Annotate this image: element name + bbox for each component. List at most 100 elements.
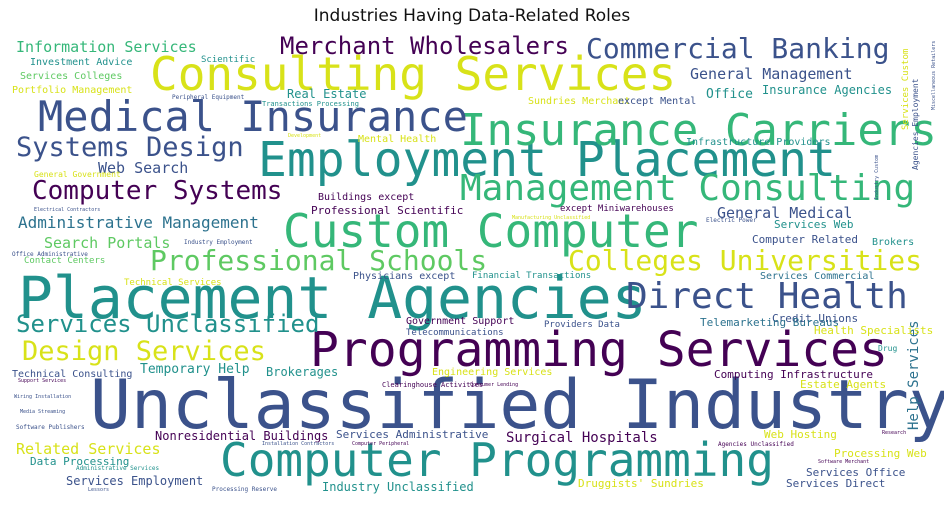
word-except-miniwarehouses: except Miniwarehouses bbox=[560, 204, 674, 214]
word-direct-health: Direct Health bbox=[626, 276, 908, 317]
word-administrative-services: Administrative Services bbox=[76, 465, 159, 472]
word-processing-reserve: Processing Reserve bbox=[212, 486, 277, 493]
word-telemarketing-bureaus: Telemarketing Bureaus bbox=[700, 316, 839, 329]
word-credit-unions: Credit Unions bbox=[772, 312, 858, 325]
word-government-support: Government Support bbox=[406, 316, 514, 327]
word-installation-contractors: Installation Contractors bbox=[262, 441, 334, 447]
word-media-streaming: Media Streaming bbox=[20, 409, 65, 415]
word-mental-health: Mental Health bbox=[358, 134, 436, 145]
word-web-search: Web Search bbox=[98, 159, 188, 177]
word-general-management: General Management bbox=[690, 65, 853, 83]
word-computing-infrastructure: Computing Infrastructure bbox=[714, 368, 873, 381]
word-employment-placement: Employment Placement bbox=[258, 132, 836, 188]
word-processing-web: Processing Web bbox=[834, 447, 927, 460]
word-development: Development bbox=[288, 133, 321, 139]
word-consulting-services: Consulting Services bbox=[150, 47, 676, 101]
word-portfolio-management: Portfolio Management bbox=[12, 85, 132, 96]
word-clearinghouse-activities: Clearinghouse Activities bbox=[382, 381, 483, 389]
word-providers-data: Providers Data bbox=[544, 320, 620, 330]
word-industry-unclassified: Industry Unclassified bbox=[322, 480, 474, 494]
word-infrastructure-providers: Infrastructure Providers bbox=[686, 137, 831, 148]
word-technical-services: Technical Services bbox=[124, 278, 222, 288]
word-buildings-except: Buildings except bbox=[318, 192, 414, 203]
word-placement-agencies: Placement Agencies bbox=[18, 264, 647, 332]
word-information-services: Information Services bbox=[16, 38, 197, 56]
word-drug: Drug bbox=[878, 344, 897, 353]
word-help-services: Help Services bbox=[906, 320, 922, 430]
word-web-hosting: Web Hosting bbox=[764, 428, 837, 441]
word-related-services: Related Services bbox=[16, 440, 161, 458]
word-administrative-management: Administrative Management bbox=[18, 213, 259, 232]
word-technical-consulting: Technical Consulting bbox=[12, 369, 132, 380]
word-surgical-hospitals: Surgical Hospitals bbox=[506, 430, 658, 446]
word-sundries-merchant: Sundries Merchant bbox=[528, 96, 630, 107]
word-research: Research bbox=[882, 430, 906, 436]
word-services-office: Services Office bbox=[806, 466, 905, 479]
word-management-consulting: Management Consulting bbox=[460, 168, 915, 209]
word-insurance-agencies: Insurance Agencies bbox=[762, 83, 892, 97]
word-insurance-carriers: Insurance Carriers bbox=[460, 105, 937, 156]
word-brokers: Brokers bbox=[872, 237, 914, 248]
word-nonresidential-buildings: Nonresidential Buildings bbox=[155, 429, 328, 443]
word-industry-employment: Industry Employment bbox=[184, 239, 253, 246]
word-programming-services: Programming Services bbox=[310, 322, 888, 378]
word-services-administrative: Services Administrative bbox=[336, 428, 488, 441]
word-office-administrative: Office Administrative bbox=[12, 251, 88, 258]
word-electrical-contractors: Electrical Contractors bbox=[34, 207, 100, 213]
word-professional-scientific: Professional Scientific bbox=[311, 204, 463, 217]
word-colleges-universities: Colleges Universities bbox=[568, 244, 922, 277]
word-real-estate: Real Estate bbox=[287, 87, 366, 101]
word-consumer-lending: Consumer Lending bbox=[470, 382, 518, 388]
word-electric-power: Electric Power bbox=[706, 217, 757, 224]
word-brokerages: Brokerages bbox=[266, 365, 338, 379]
word-services-colleges: Services Colleges bbox=[20, 71, 122, 82]
word-design-services: Design Services bbox=[22, 336, 266, 367]
word-scientific: Scientific bbox=[201, 55, 255, 65]
word-temporary-help: Temporary Help bbox=[140, 362, 250, 377]
word-peripheral-equipment: Peripheral Equipment bbox=[172, 94, 245, 101]
word-professional-schools: Professional Schools bbox=[150, 244, 487, 277]
word-software-merchant: Software Merchant bbox=[818, 459, 869, 465]
word-engineering-services: Engineering Services bbox=[432, 367, 552, 378]
word-support-services: Support Services bbox=[18, 378, 66, 384]
word-computer-peripheral: Computer Peripheral bbox=[352, 441, 409, 447]
word-health-specialists: Health Specialists bbox=[814, 324, 933, 337]
word-contact-centers: Contact Centers bbox=[24, 256, 105, 266]
word-services-custom: Services Custom bbox=[901, 49, 911, 130]
word-data-processing: Data Processing bbox=[30, 455, 129, 468]
word-medical-insurance: Medical Insurance bbox=[38, 92, 468, 141]
word-lessors: Lessors bbox=[88, 487, 109, 493]
word-services-web: Services Web bbox=[774, 218, 853, 231]
word-agencies-employment: Agencies Employment bbox=[911, 78, 920, 170]
word-systems-design: Systems Design bbox=[16, 132, 244, 163]
word-wiring-installation: Wiring Installation bbox=[14, 394, 71, 400]
word-manufacturing-unclassified: Manufacturing Unclassified bbox=[512, 215, 590, 221]
word-investment-advice: Investment Advice bbox=[30, 57, 132, 68]
word-computer-programming: Computer Programming bbox=[220, 433, 774, 487]
word-merchant-wholesalers: Merchant Wholesalers bbox=[280, 32, 569, 60]
word-miscellaneous-retailers: Miscellaneous Retailers bbox=[931, 41, 937, 110]
word-agencies-unclassified: Agencies Unclassified bbox=[718, 441, 794, 448]
word-services-employment: Services Employment bbox=[66, 474, 203, 488]
word-custom-computer: Custom Computer bbox=[283, 204, 698, 258]
word-services-direct: Services Direct bbox=[786, 477, 885, 490]
word-druggists-sundries: Druggists' Sundries bbox=[578, 477, 704, 490]
word-financial-transactions: Financial Transactions bbox=[472, 271, 591, 281]
chart-title: Industries Having Data-Related Roles bbox=[313, 6, 631, 26]
word-office: Office bbox=[706, 87, 753, 102]
word-transactions-processing: Transactions Processing bbox=[262, 100, 359, 108]
word-commercial-banking: Commercial Banking bbox=[586, 32, 889, 65]
word-software-publishers: Software Publishers bbox=[16, 424, 85, 431]
word-computer-related: Computer Related bbox=[752, 233, 858, 246]
word-computer-systems: Computer Systems bbox=[32, 176, 282, 206]
word-estate-agents: Estate Agents bbox=[800, 378, 886, 391]
word-industry-custom: Industry Custom bbox=[874, 155, 880, 200]
word-services-unclassified: Services Unclassified bbox=[16, 310, 319, 338]
word-except-mental: except Mental bbox=[618, 96, 696, 107]
word-general-government: General Government bbox=[34, 170, 121, 179]
word-services-commercial: Services Commercial bbox=[760, 271, 874, 282]
word-general-medical: General Medical bbox=[717, 204, 852, 222]
word-search-portals: Search Portals bbox=[44, 234, 170, 252]
word-telecommunications: Telecommunications bbox=[406, 328, 504, 338]
